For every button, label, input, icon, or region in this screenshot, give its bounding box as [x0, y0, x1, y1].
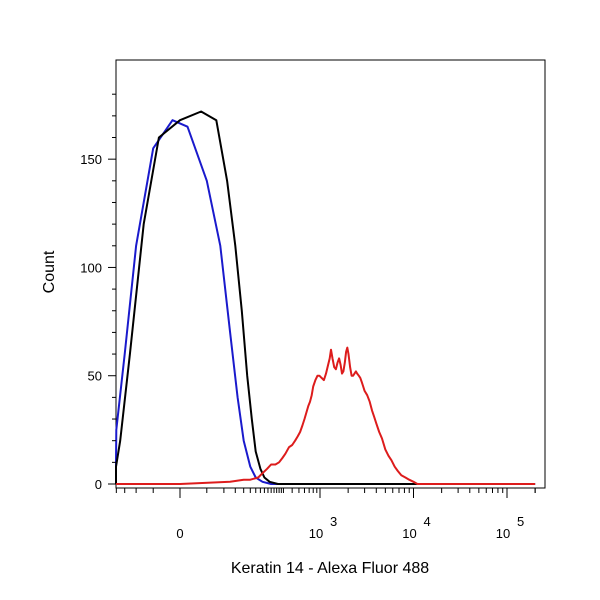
plot-frame: [115, 59, 546, 489]
series-line-2: [115, 110, 536, 485]
x-tick-label: 10: [496, 526, 510, 541]
y-tick-label: 50: [88, 369, 102, 384]
x-tick-exponent: 5: [517, 514, 524, 529]
y-tick-label: 150: [80, 152, 102, 167]
x-tick-exponent: 3: [330, 514, 337, 529]
y-axis: 0 50 100 150: [80, 93, 116, 492]
x-tick-label: 0: [176, 526, 183, 541]
x-tick-label: 10: [402, 526, 416, 541]
series-line-3: [116, 346, 536, 485]
x-axis: 0 10 3 10 4 10 5: [115, 488, 536, 541]
y-tick-label: 0: [95, 477, 102, 492]
x-tick-exponent: 4: [423, 514, 430, 529]
series-line-1: [115, 119, 536, 485]
y-axis-title: Count: [41, 250, 58, 293]
series-layer: [115, 110, 536, 485]
x-tick-label: 10: [309, 526, 323, 541]
x-axis-title: Keratin 14 - Alexa Fluor 488: [231, 560, 429, 577]
y-tick-label: 100: [80, 260, 102, 275]
